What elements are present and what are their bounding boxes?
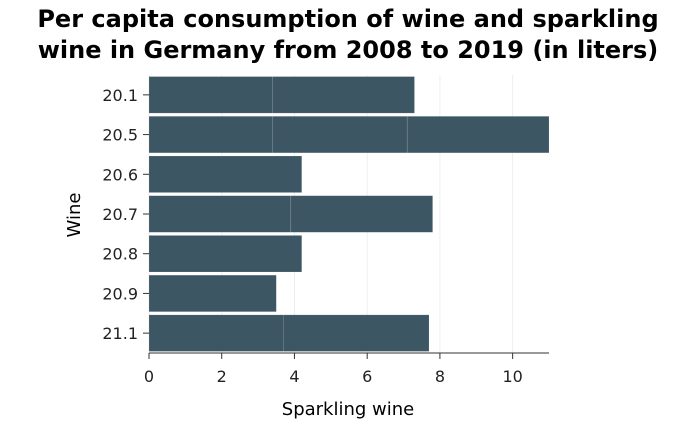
y-tick-label-0: 20.1 [102, 86, 138, 105]
bar-1-segment-1 [272, 116, 408, 154]
chart-title-line-2: wine in Germany from 2008 to 2019 (in li… [37, 36, 659, 64]
x-tick-label-4: 8 [435, 367, 445, 386]
bar-1-segment-2 [406, 116, 550, 154]
y-tick-label-4: 20.8 [102, 245, 138, 264]
x-tick-label-3: 6 [362, 367, 372, 386]
bar-0-segment-1 [272, 76, 415, 114]
y-tick-label-2: 20.6 [102, 165, 138, 184]
bar-3-segment-0 [148, 195, 292, 233]
chart-title-line-1: Per capita consumption of wine and spark… [37, 5, 659, 33]
y-axis-label: Wine [64, 193, 85, 238]
bars [148, 76, 550, 352]
x-tick-label-5: 10 [502, 367, 522, 386]
bar-3-segment-1 [290, 195, 433, 233]
y-tick-label-1: 20.5 [102, 126, 138, 145]
bar-5-segment-0 [148, 274, 277, 312]
x-tick-label-0: 0 [144, 367, 154, 386]
bar-6-segment-0 [148, 314, 284, 352]
x-tick-label-1: 2 [217, 367, 227, 386]
y-tick-label-6: 21.1 [102, 324, 138, 343]
x-axis-label: Sparkling wine [282, 399, 414, 420]
x-tick-label-2: 4 [289, 367, 299, 386]
x-axis: 0 2 4 6 8 10 [144, 352, 549, 386]
y-tick-label-5: 20.9 [102, 284, 138, 303]
chart-title: Per capita consumption of wine and spark… [0, 4, 696, 66]
bar-0-segment-0 [148, 76, 273, 114]
y-axis: 20.1 20.5 20.6 20.7 20.8 20.9 21.1 [102, 86, 149, 343]
bar-6-segment-1 [283, 314, 430, 352]
bar-1-segment-0 [148, 116, 273, 154]
bar-4-segment-0 [148, 235, 303, 273]
bar-2-segment-0 [148, 155, 303, 193]
y-tick-label-3: 20.7 [102, 205, 138, 224]
